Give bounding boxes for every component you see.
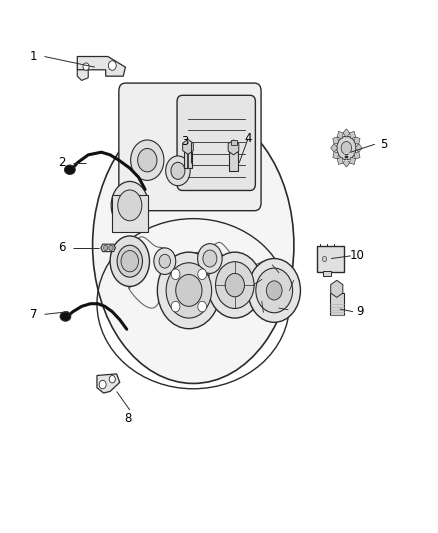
- Circle shape: [153, 248, 175, 274]
- Text: 4: 4: [244, 132, 251, 146]
- Bar: [322, 271, 330, 276]
- Ellipse shape: [110, 236, 149, 286]
- Circle shape: [340, 142, 351, 155]
- FancyBboxPatch shape: [177, 95, 255, 190]
- Circle shape: [170, 163, 184, 179]
- FancyBboxPatch shape: [119, 83, 261, 211]
- Circle shape: [109, 375, 115, 383]
- Circle shape: [171, 301, 180, 312]
- Circle shape: [321, 256, 326, 262]
- Circle shape: [202, 250, 216, 267]
- Ellipse shape: [117, 245, 142, 277]
- Polygon shape: [97, 374, 120, 393]
- Ellipse shape: [60, 312, 71, 321]
- Bar: [329, 293, 343, 316]
- Circle shape: [247, 259, 300, 322]
- Circle shape: [336, 136, 355, 160]
- Circle shape: [103, 245, 108, 251]
- Circle shape: [138, 149, 156, 172]
- Circle shape: [83, 63, 89, 70]
- Text: 8: 8: [124, 411, 131, 424]
- Bar: [316, 246, 343, 272]
- Bar: [230, 140, 236, 146]
- Bar: [229, 152, 237, 171]
- Circle shape: [197, 244, 222, 273]
- Circle shape: [171, 269, 180, 280]
- Circle shape: [159, 254, 170, 268]
- Circle shape: [198, 301, 206, 312]
- Polygon shape: [101, 244, 115, 252]
- Polygon shape: [77, 70, 88, 80]
- Text: 2: 2: [58, 156, 66, 169]
- Circle shape: [109, 245, 113, 251]
- Circle shape: [165, 156, 190, 185]
- Text: 5: 5: [379, 138, 386, 151]
- Ellipse shape: [64, 165, 75, 174]
- Circle shape: [207, 252, 261, 318]
- Text: 6: 6: [58, 241, 66, 254]
- Text: 7: 7: [30, 308, 37, 321]
- Circle shape: [99, 380, 106, 389]
- Polygon shape: [77, 56, 125, 76]
- Text: 10: 10: [349, 249, 364, 262]
- Text: 9: 9: [355, 305, 363, 318]
- Circle shape: [166, 263, 211, 318]
- Circle shape: [108, 61, 116, 70]
- Circle shape: [198, 269, 206, 280]
- Bar: [112, 195, 148, 232]
- Circle shape: [131, 140, 163, 180]
- Circle shape: [175, 274, 201, 306]
- Bar: [183, 152, 192, 168]
- Circle shape: [225, 273, 244, 297]
- Circle shape: [121, 251, 138, 272]
- Circle shape: [215, 262, 254, 309]
- Circle shape: [255, 268, 292, 313]
- Circle shape: [157, 252, 220, 329]
- Text: 3: 3: [180, 135, 188, 148]
- Ellipse shape: [111, 181, 148, 229]
- Ellipse shape: [117, 190, 141, 221]
- Ellipse shape: [92, 107, 293, 383]
- Text: 1: 1: [30, 50, 37, 63]
- Circle shape: [266, 281, 282, 300]
